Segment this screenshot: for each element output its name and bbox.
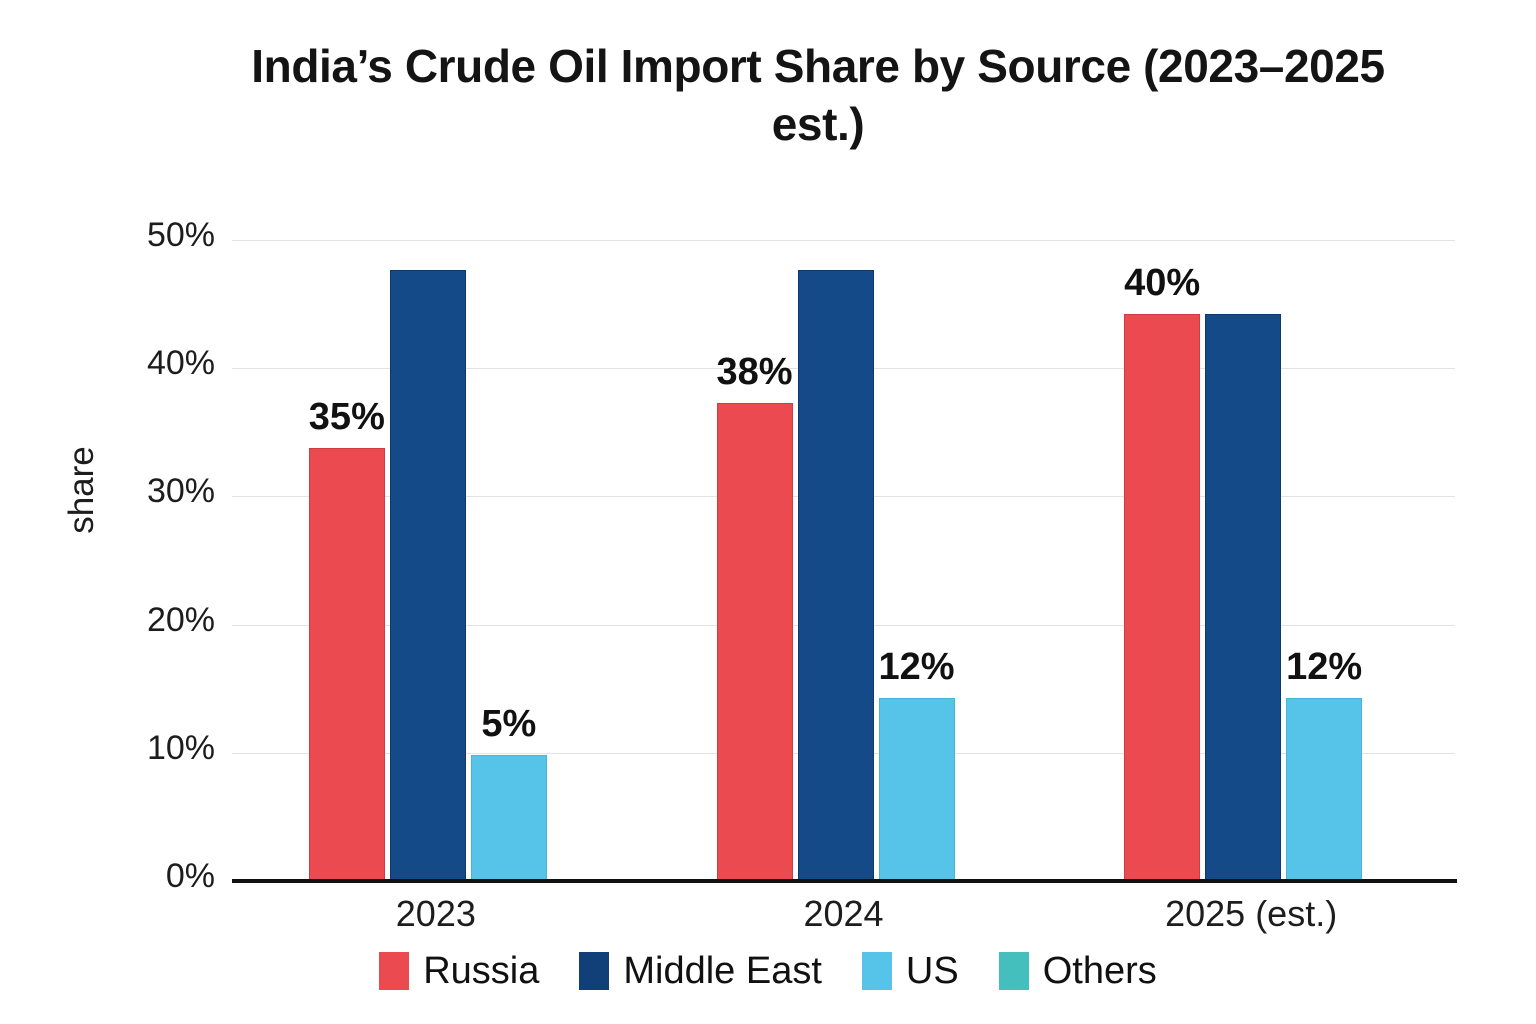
bar-us-2023[interactable] bbox=[470, 755, 547, 881]
legend-label: Others bbox=[1042, 950, 1157, 992]
bar-value-label: 40% bbox=[1124, 262, 1201, 305]
bar-russia-2025-est-[interactable] bbox=[1124, 314, 1201, 881]
bar-middle-east-2025-est-[interactable] bbox=[1205, 314, 1282, 881]
bar-russia-2024[interactable] bbox=[716, 402, 793, 881]
legend-item-others[interactable]: Others bbox=[998, 950, 1157, 992]
bar-middle-east-2024[interactable] bbox=[797, 269, 874, 881]
y-tick-label: 10% bbox=[146, 728, 215, 767]
chart-legend: Russia Middle East US Others bbox=[0, 952, 1536, 990]
y-tick-label: 0% bbox=[165, 857, 215, 895]
legend-item-middle-east[interactable]: Middle East bbox=[579, 952, 822, 990]
bar-value-label: 35% bbox=[308, 395, 385, 438]
bar-middle-east-2023[interactable] bbox=[389, 269, 466, 881]
bar-value-label: 38% bbox=[716, 350, 793, 393]
legend-label: US bbox=[905, 950, 959, 992]
x-tick-label-2023: 2023 bbox=[395, 893, 476, 934]
bar-value-label: 12% bbox=[878, 645, 955, 688]
x-tick-label-2025-est-: 2025 (est.) bbox=[1165, 893, 1338, 934]
bar-russia-2023[interactable] bbox=[308, 447, 385, 881]
gridline bbox=[232, 240, 1455, 241]
y-tick-label: 30% bbox=[146, 472, 215, 511]
legend-item-russia[interactable]: Russia bbox=[379, 952, 539, 990]
bar-us-2025-est-[interactable] bbox=[1286, 697, 1363, 881]
plot-area: 35% 5% 38% 12% 40% 12% bbox=[232, 240, 1455, 881]
legend-label: Middle East bbox=[623, 950, 822, 992]
y-tick-label: 50% bbox=[146, 216, 215, 254]
legend-swatch-icon bbox=[579, 952, 610, 990]
bar-value-label: 5% bbox=[481, 703, 537, 746]
bar-value-label: 12% bbox=[1286, 645, 1363, 688]
legend-swatch-icon bbox=[861, 952, 892, 990]
chart-title: India’s Crude Oil Import Share by Source… bbox=[251, 40, 1385, 150]
legend-item-us[interactable]: US bbox=[861, 950, 959, 992]
legend-swatch-icon bbox=[379, 952, 410, 990]
y-tick-label: 20% bbox=[146, 600, 215, 639]
legend-swatch-icon bbox=[998, 952, 1029, 990]
y-tick-label: 40% bbox=[146, 344, 215, 383]
bar-us-2024[interactable] bbox=[878, 697, 955, 881]
x-tick-label-2024: 2024 bbox=[803, 893, 884, 934]
legend-label: Russia bbox=[423, 950, 540, 992]
x-axis-line bbox=[232, 879, 1457, 883]
